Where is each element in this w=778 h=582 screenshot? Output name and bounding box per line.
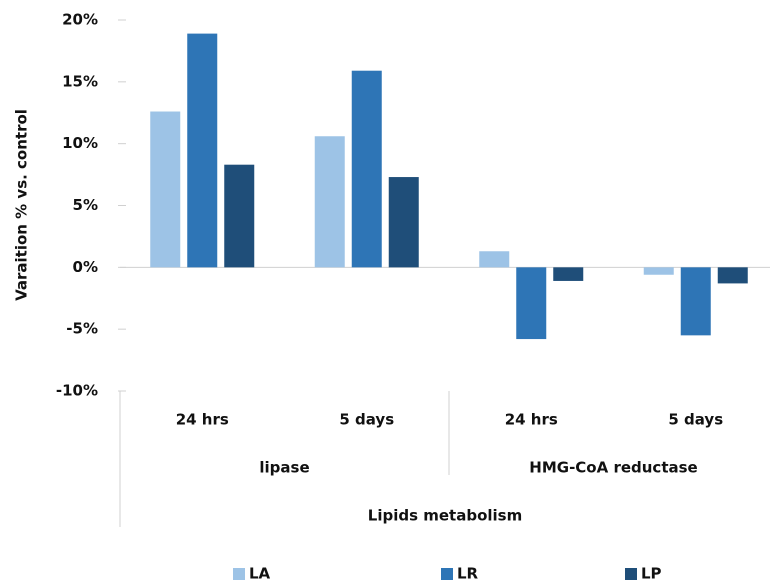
- legend-swatch: [233, 568, 245, 580]
- bar: [351, 70, 382, 268]
- bar: [388, 177, 419, 268]
- x-tick-label: 5 days: [668, 411, 723, 429]
- y-tick-label: 10%: [62, 134, 98, 152]
- legend-swatch: [625, 568, 637, 580]
- bar: [150, 111, 181, 268]
- legend-label: LR: [457, 565, 479, 582]
- y-tick-label: 20%: [62, 11, 98, 29]
- bar: [680, 267, 711, 336]
- x-tick-label: 5 days: [339, 411, 394, 429]
- legend-swatch: [441, 568, 453, 580]
- y-tick-label: 0%: [73, 258, 98, 276]
- y-tick-label: 5%: [73, 196, 98, 214]
- bar: [187, 33, 218, 268]
- y-axis-title: Varaition % vs. control: [13, 109, 31, 301]
- y-tick-label: -10%: [56, 382, 98, 400]
- y-tick-label: -5%: [66, 320, 98, 338]
- y-tick-label: 15%: [62, 72, 98, 90]
- bar: [553, 267, 584, 281]
- group-label: lipase: [259, 459, 309, 477]
- x-tick-label: 24 hrs: [505, 411, 558, 429]
- legend-label: LP: [641, 565, 662, 582]
- group-label: HMG-CoA reductase: [529, 459, 697, 477]
- bar: [643, 267, 674, 275]
- bar: [479, 251, 510, 268]
- supergroup-label: Lipids metabolism: [368, 507, 522, 525]
- bar: [224, 164, 255, 268]
- x-tick-label: 24 hrs: [176, 411, 229, 429]
- bar: [516, 267, 547, 340]
- bar: [314, 136, 345, 268]
- legend-label: LA: [249, 565, 271, 582]
- bar: [717, 267, 748, 284]
